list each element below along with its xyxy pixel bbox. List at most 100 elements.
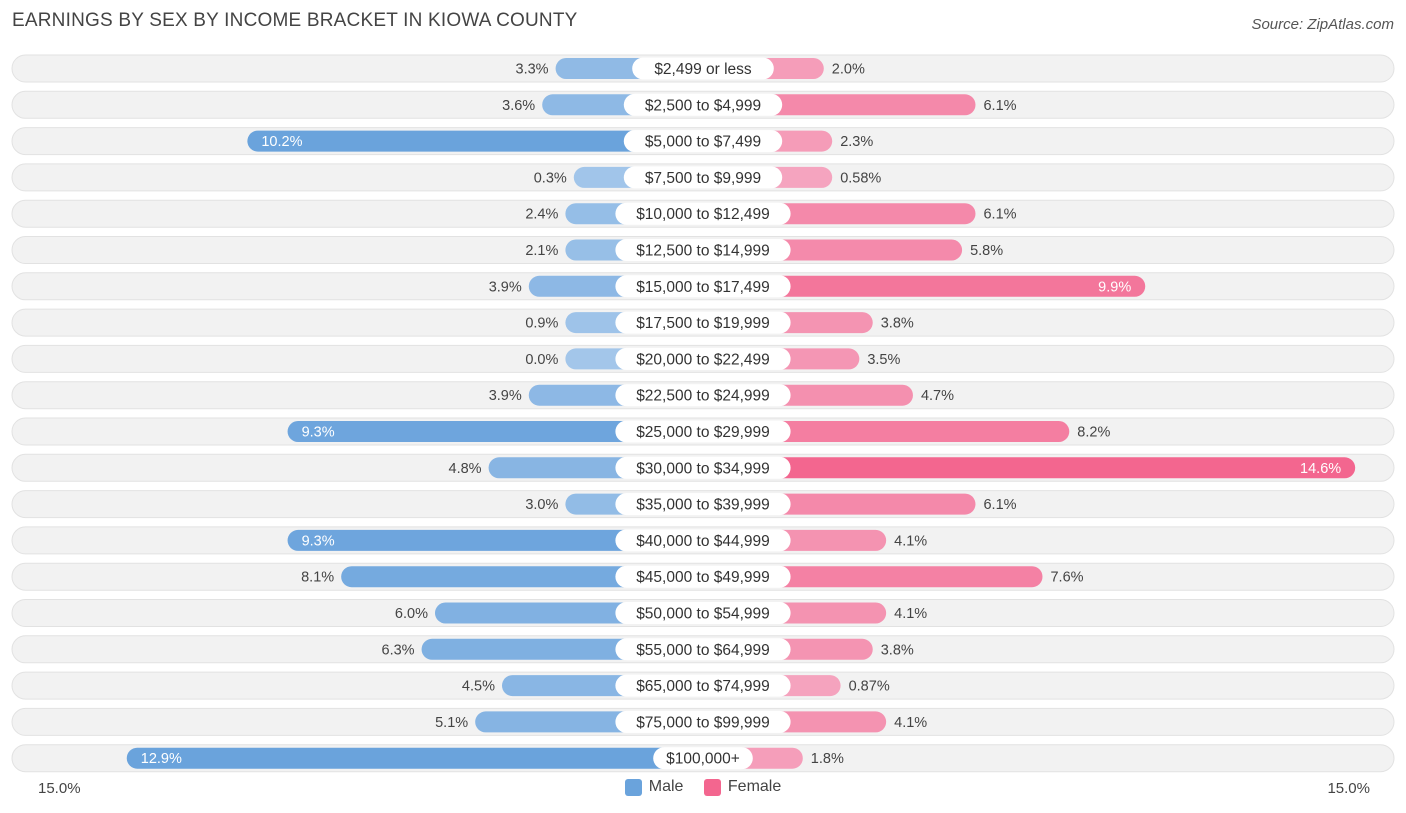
category-label: $100,000+ [666, 751, 740, 768]
legend: Male Female [0, 778, 1406, 801]
male-value-label: 3.3% [516, 62, 549, 78]
category-label-pill [615, 456, 791, 479]
female-value-label: 2.0% [832, 62, 865, 78]
male-value-label: 6.3% [382, 642, 415, 658]
female-bar [703, 457, 1356, 479]
female-value-label: 3.5% [867, 352, 900, 368]
female-value-label: 0.58% [840, 170, 881, 186]
axis-right-label: 15.0% [1327, 780, 1370, 797]
female-value-label: 14.6% [1300, 461, 1341, 477]
male-value-label: 12.9% [141, 751, 182, 767]
category-label: $17,500 to $19,999 [636, 315, 770, 332]
category-label-pill [615, 311, 791, 334]
category-label-pill [615, 565, 791, 588]
category-label-pill [615, 347, 791, 370]
legend-item-female[interactable]: Female [703, 778, 782, 796]
female-value-label: 0.87% [849, 679, 890, 695]
category-label: $30,000 to $34,999 [636, 460, 770, 477]
category-label: $25,000 to $29,999 [636, 424, 770, 441]
legend-swatch-female [703, 778, 721, 796]
male-value-label: 10.2% [261, 134, 302, 150]
category-label-pill [615, 275, 791, 298]
axis-left-label: 15.0% [38, 780, 81, 797]
male-value-label: 9.3% [302, 425, 335, 441]
category-label-pill [615, 674, 791, 697]
category-label-pill [615, 493, 791, 516]
male-value-label: 0.0% [525, 352, 558, 368]
female-bar [703, 275, 1146, 297]
category-label: $50,000 to $54,999 [636, 606, 770, 623]
category-label-pill [615, 384, 791, 407]
category-label: $45,000 to $49,999 [636, 569, 770, 586]
category-label: $35,000 to $39,999 [636, 497, 770, 514]
category-label-pill [615, 638, 791, 661]
category-label: $55,000 to $64,999 [636, 642, 770, 659]
category-label: $75,000 to $99,999 [636, 714, 770, 731]
female-value-label: 7.6% [1050, 570, 1083, 586]
male-value-label: 3.9% [489, 388, 522, 404]
category-label-pill [653, 747, 753, 770]
male-value-label: 8.1% [301, 570, 334, 586]
female-value-label: 4.1% [894, 533, 927, 549]
male-value-label: 4.5% [462, 679, 495, 695]
female-value-label: 3.8% [881, 642, 914, 658]
category-label: $40,000 to $44,999 [636, 533, 770, 550]
category-label-pill [623, 166, 783, 189]
male-bar [287, 421, 703, 442]
female-value-label: 3.8% [881, 316, 914, 332]
legend-label-male: Male [648, 778, 684, 795]
male-bar [247, 130, 703, 152]
legend-swatch-male [624, 778, 642, 796]
female-value-label: 4.1% [894, 715, 927, 731]
male-value-label: 0.9% [525, 316, 558, 332]
category-label-pill [623, 130, 783, 153]
category-label-pill [615, 529, 791, 552]
male-bar [287, 529, 703, 551]
source-label: Source: ZipAtlas.com [1251, 16, 1394, 33]
chart-title: EARNINGS BY SEX BY INCOME BRACKET IN KIO… [12, 10, 578, 31]
category-label: $12,500 to $14,999 [636, 243, 770, 260]
category-label-pill [615, 710, 791, 733]
category-label: $10,000 to $12,499 [636, 206, 770, 223]
female-value-label: 6.1% [983, 497, 1016, 513]
category-label: $2,500 to $4,999 [645, 97, 761, 114]
legend-item-male[interactable]: Male [624, 778, 684, 796]
male-bar [341, 566, 703, 588]
male-value-label: 3.6% [502, 98, 535, 114]
category-label: $22,500 to $24,999 [636, 388, 770, 405]
male-value-label: 3.9% [489, 279, 522, 295]
male-bar [126, 747, 703, 769]
category-label-pill [623, 93, 783, 116]
category-label: $5,000 to $7,499 [645, 134, 761, 151]
female-value-label: 9.9% [1098, 279, 1131, 295]
category-label-pill [615, 202, 791, 225]
male-value-label: 4.8% [449, 461, 482, 477]
category-label: $15,000 to $17,499 [636, 279, 770, 296]
male-value-label: 9.3% [302, 533, 335, 549]
male-value-label: 2.4% [525, 207, 558, 223]
legend-label-female: Female [727, 778, 782, 795]
category-label: $7,500 to $9,999 [645, 170, 761, 187]
female-value-label: 4.1% [894, 606, 927, 622]
category-label-pill [615, 420, 791, 443]
female-value-label: 1.8% [811, 751, 844, 767]
category-label-pill [615, 239, 791, 261]
female-value-label: 6.1% [983, 207, 1016, 223]
female-value-label: 5.8% [970, 243, 1003, 259]
category-label-pill [615, 602, 791, 624]
female-value-label: 4.7% [921, 388, 954, 404]
category-label: $20,000 to $22,499 [636, 351, 770, 368]
female-bar [703, 421, 1070, 442]
male-value-label: 3.0% [525, 497, 558, 513]
male-value-label: 2.1% [525, 243, 558, 259]
female-value-label: 8.2% [1077, 425, 1110, 441]
male-value-label: 5.1% [435, 715, 468, 731]
female-value-label: 2.3% [840, 134, 873, 150]
male-value-label: 6.0% [395, 606, 428, 622]
category-label-pill [632, 57, 774, 80]
female-value-label: 6.1% [983, 98, 1016, 114]
category-label: $2,499 or less [654, 61, 752, 78]
male-value-label: 0.3% [534, 170, 567, 186]
category-label: $65,000 to $74,999 [636, 678, 770, 695]
